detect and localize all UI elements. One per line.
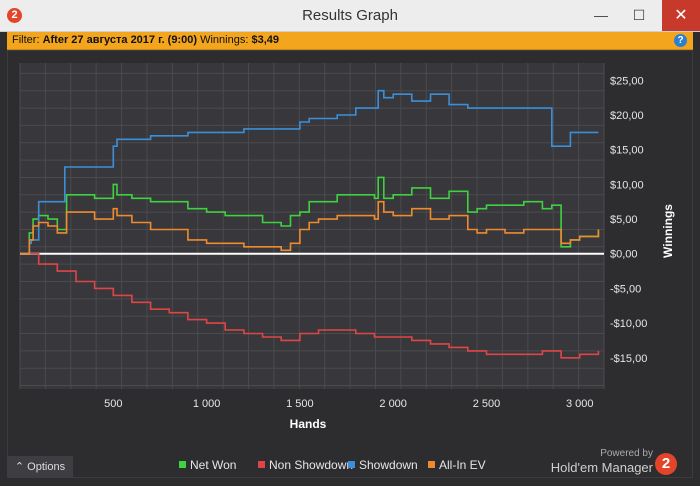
- y-axis-label: Winnings: [661, 204, 675, 258]
- y-tick-label: -$10,00: [610, 318, 647, 330]
- y-tick-label: $5,00: [610, 214, 638, 226]
- x-tick-label: 1 500: [286, 398, 314, 410]
- y-tick-label: $25,00: [610, 75, 644, 87]
- legend-label: All-In EV: [439, 458, 486, 472]
- y-tick-label: -$15,00: [610, 353, 647, 365]
- legend-swatch: [179, 461, 186, 468]
- series-line-all-in-ev: [20, 200, 600, 255]
- series-line-net-won: [20, 176, 600, 255]
- series-lines: [20, 89, 600, 359]
- legend-label: Net Won: [190, 458, 236, 472]
- legend: Net Won Non Showdown Showdown All-In EV: [179, 458, 486, 472]
- x-tick-labels: 500 1 000 1 500 2 000 2 500 3 000: [104, 398, 593, 410]
- minimize-button[interactable]: —: [594, 7, 608, 23]
- plot-area: [20, 63, 604, 389]
- x-tick-label: 3 000: [566, 398, 594, 410]
- powered-by-label: Powered by: [600, 448, 653, 459]
- chart-frame: 500 1 000 1 500 2 000 2 500 3 000 $25,00 $20,0…: [7, 50, 693, 478]
- maximize-button[interactable]: ☐: [632, 7, 646, 23]
- help-icon[interactable]: ?: [674, 34, 687, 47]
- window-title: Results Graph: [302, 7, 398, 24]
- filter-label: Filter:: [12, 34, 40, 46]
- winnings-label: Winnings:: [200, 34, 249, 46]
- legend-swatch: [428, 461, 435, 468]
- x-tick-label: 2 000: [379, 398, 407, 410]
- app-logo-icon: 2: [7, 8, 22, 23]
- y-tick-label: $20,00: [610, 110, 644, 122]
- winnings-value: $3,49: [251, 34, 279, 46]
- filter-value: After 27 августа 2017 г. (9:00): [42, 34, 198, 46]
- close-button[interactable]: ✕: [662, 0, 700, 31]
- legend-label: Showdown: [359, 458, 418, 472]
- y-tick-label: $10,00: [610, 179, 644, 191]
- legend-swatch: [258, 461, 265, 468]
- results-chart: 500 1 000 1 500 2 000 2 500 3 000 $25,00 $20,0…: [19, 63, 675, 472]
- y-tick-label: $15,00: [610, 145, 644, 157]
- options-button[interactable]: ⌃ Options: [7, 456, 73, 478]
- y-tick-label: -$5,00: [610, 283, 641, 295]
- legend-swatch: [348, 461, 355, 468]
- title-bar: 2 Results Graph — ☐ ✕: [0, 0, 700, 32]
- y-tick-labels: $25,00 $20,00 $15,00 $10,00 $5,00 $0,00 -$5,00…: [610, 75, 647, 364]
- filter-bar[interactable]: Filter: After 27 августа 2017 г. (9:00) …: [7, 32, 693, 50]
- series-line-showdown: [20, 89, 599, 255]
- series-line-non-showdown: [20, 252, 600, 359]
- x-tick-label: 1 000: [193, 398, 221, 410]
- x-axis-label: Hands: [290, 417, 327, 431]
- legend-label: Non Showdown: [269, 458, 353, 472]
- x-tick-label: 500: [104, 398, 122, 410]
- y-tick-label: $0,00: [610, 249, 638, 261]
- x-tick-label: 2 500: [473, 398, 501, 410]
- brand-name: Hold'em Manager: [550, 460, 653, 475]
- brand-logo-icon: 2: [655, 453, 677, 475]
